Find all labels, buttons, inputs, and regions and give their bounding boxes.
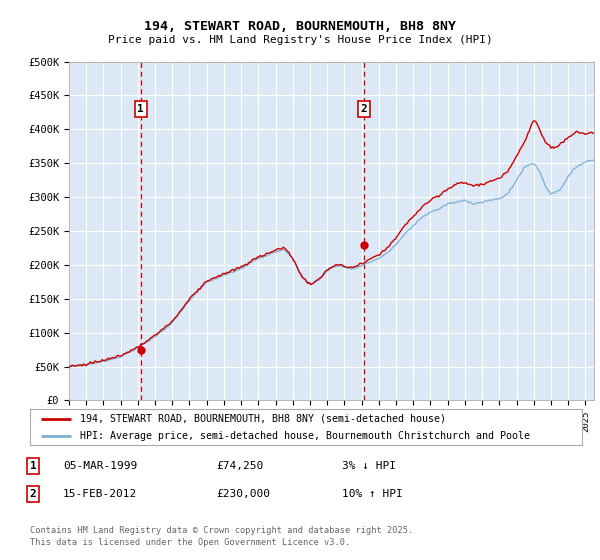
Text: 05-MAR-1999: 05-MAR-1999 — [63, 461, 137, 471]
Text: 3% ↓ HPI: 3% ↓ HPI — [342, 461, 396, 471]
Text: HPI: Average price, semi-detached house, Bournemouth Christchurch and Poole: HPI: Average price, semi-detached house,… — [80, 431, 530, 441]
Text: £230,000: £230,000 — [216, 489, 270, 499]
Text: 194, STEWART ROAD, BOURNEMOUTH, BH8 8NY (semi-detached house): 194, STEWART ROAD, BOURNEMOUTH, BH8 8NY … — [80, 414, 446, 424]
Text: 15-FEB-2012: 15-FEB-2012 — [63, 489, 137, 499]
Text: 2: 2 — [361, 104, 367, 114]
Text: Price paid vs. HM Land Registry's House Price Index (HPI): Price paid vs. HM Land Registry's House … — [107, 35, 493, 45]
Text: £74,250: £74,250 — [216, 461, 263, 471]
Text: 194, STEWART ROAD, BOURNEMOUTH, BH8 8NY: 194, STEWART ROAD, BOURNEMOUTH, BH8 8NY — [144, 20, 456, 34]
Text: 10% ↑ HPI: 10% ↑ HPI — [342, 489, 403, 499]
Text: 1: 1 — [29, 461, 37, 471]
Text: 2: 2 — [29, 489, 37, 499]
Text: 1: 1 — [137, 104, 144, 114]
Text: Contains HM Land Registry data © Crown copyright and database right 2025.
This d: Contains HM Land Registry data © Crown c… — [30, 526, 413, 547]
